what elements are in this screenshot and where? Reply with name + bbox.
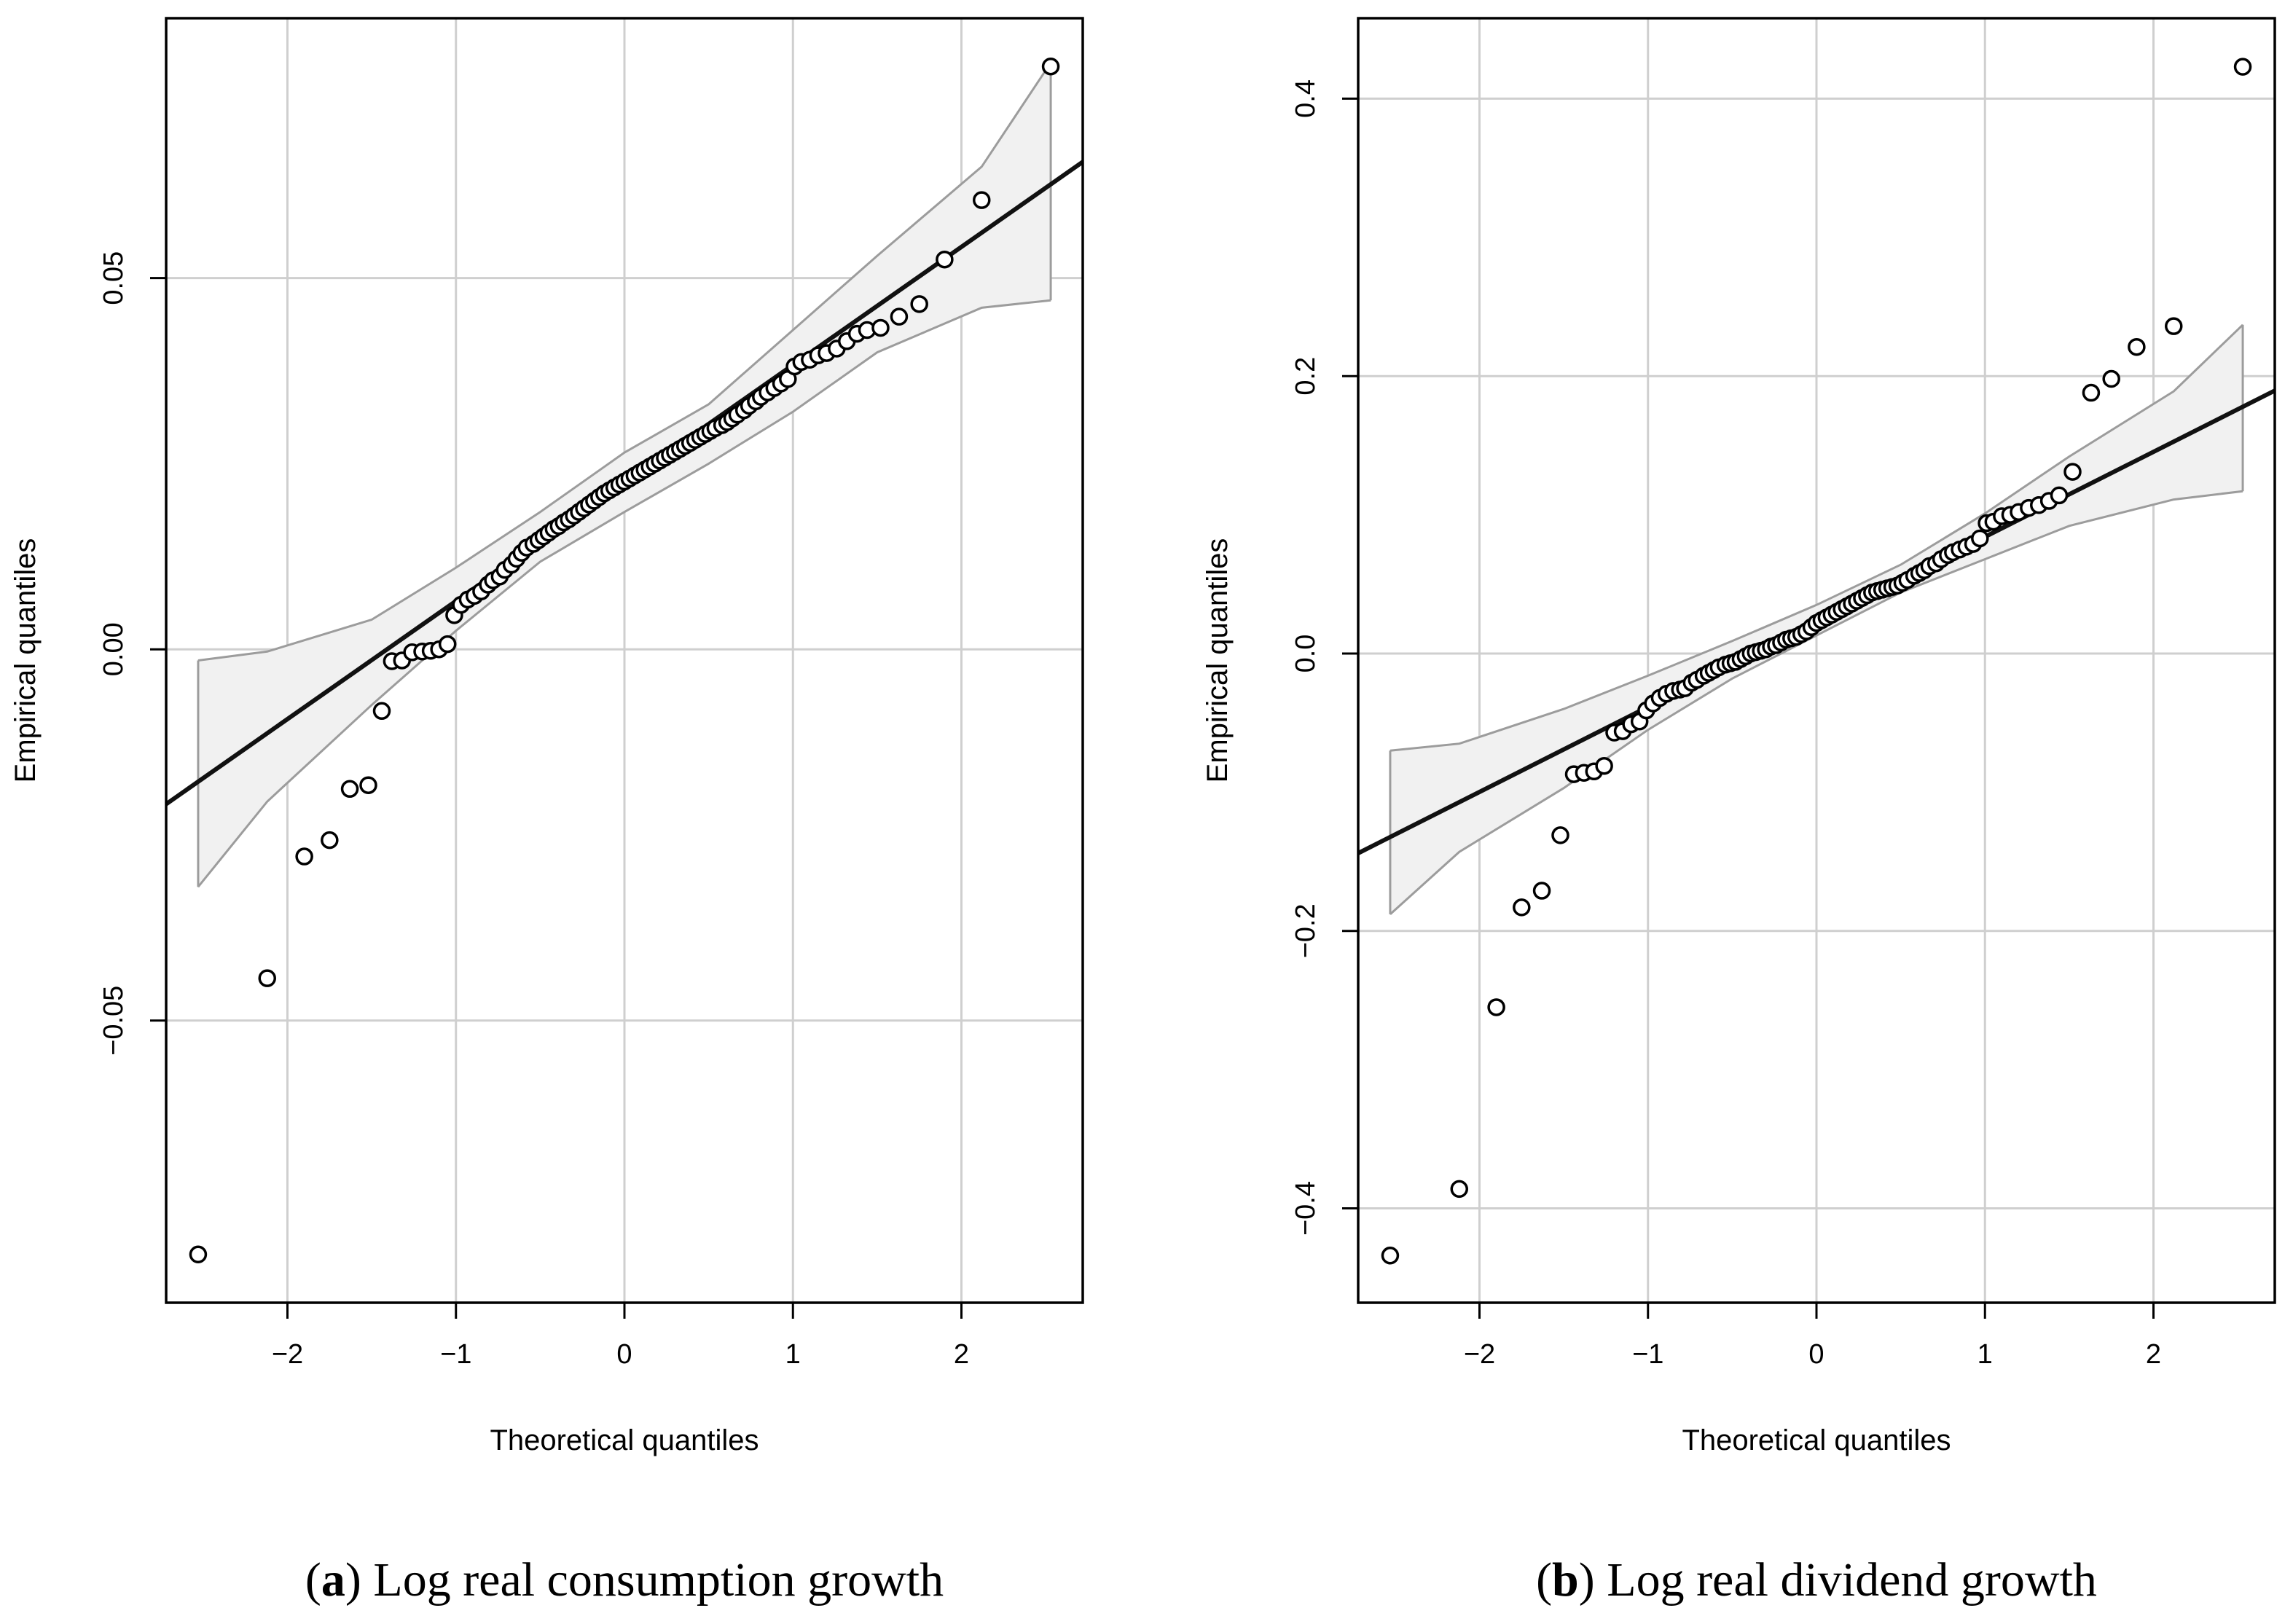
panel-dividend-growth: −2 −1 0 1 2 −0.4 −0.2 0.0 0.2 0.4 Theoretical qu… <box>1202 17 2276 1607</box>
y-tick-label: −0.2 <box>1290 903 1321 958</box>
x-tick-label: −1 <box>1632 1339 1663 1370</box>
y-tick-label: 0.00 <box>98 622 129 676</box>
data-point <box>2233 58 2252 76</box>
grid-lines <box>1358 18 2275 1303</box>
data-point <box>871 318 890 337</box>
y-tick-label: 0.0 <box>1290 635 1321 673</box>
data-point <box>340 780 359 799</box>
data-point <box>438 635 457 654</box>
data-point <box>1487 998 1505 1016</box>
data-point <box>2165 317 2183 335</box>
data-point <box>910 295 928 313</box>
data-point <box>321 831 339 850</box>
confidence-band-upper <box>1389 323 2244 752</box>
x-tick-label: 0 <box>616 1339 632 1370</box>
panel-caption: (b) Log real dividend growth <box>1536 1553 2097 1607</box>
confidence-band-upper <box>197 62 1052 662</box>
y-axis-label: Empirical quantiles <box>9 538 42 783</box>
x-tick-label: 2 <box>954 1339 969 1370</box>
x-axis-label: Theoretical quantiles <box>1682 1424 1951 1456</box>
y-tick-label: −0.05 <box>98 986 129 1056</box>
data-point <box>1532 882 1551 900</box>
data-point <box>2128 337 2146 356</box>
caption-letter: b <box>1552 1553 1579 1607</box>
data-point <box>372 702 391 721</box>
data-point <box>973 191 991 209</box>
x-tick-label: 2 <box>2146 1339 2161 1370</box>
data-point <box>1551 826 1569 844</box>
data-point <box>258 969 276 987</box>
panel-consumption-growth: −2 −1 0 1 2 −0.05 0.00 0.05 Theoretical quanti… <box>9 17 1084 1607</box>
data-point <box>2063 463 2082 481</box>
data-points <box>189 57 1060 1264</box>
x-tick-label: −1 <box>440 1339 471 1370</box>
y-tick-label: 0.2 <box>1290 357 1321 396</box>
confidence-band-lower <box>1389 490 2243 916</box>
caption-letter: a <box>321 1553 345 1607</box>
x-axis-ticks: −2 −1 0 1 2 <box>272 1303 969 1370</box>
x-tick-label: 1 <box>1978 1339 1993 1370</box>
data-point <box>359 776 377 794</box>
data-point <box>1595 756 1613 775</box>
y-axis-ticks: −0.4 −0.2 0.0 0.2 0.4 <box>1290 79 1358 1236</box>
y-tick-label: 0.4 <box>1290 79 1321 118</box>
confidence-band-lower <box>197 299 1051 888</box>
data-points <box>1381 58 2252 1265</box>
x-tick-label: −2 <box>1464 1339 1495 1370</box>
data-point <box>2050 486 2069 505</box>
data-point <box>1513 898 1531 917</box>
y-axis-label: Empirical quantiles <box>1202 538 1234 783</box>
x-tick-label: −2 <box>272 1339 303 1370</box>
y-tick-label: −0.4 <box>1290 1181 1321 1236</box>
data-point <box>936 250 954 269</box>
data-point <box>1450 1180 1468 1199</box>
x-axis-label: Theoretical quantiles <box>490 1424 759 1456</box>
data-point <box>2082 383 2101 402</box>
caption-text: Log real dividend growth <box>1607 1553 2097 1607</box>
caption-text: Log real consumption growth <box>373 1553 944 1607</box>
data-point <box>890 307 909 326</box>
y-axis-ticks: −0.05 0.00 0.05 <box>98 251 166 1056</box>
x-tick-label: 0 <box>1808 1339 1824 1370</box>
panel-caption: (a) Log real consumption growth <box>305 1553 944 1607</box>
y-tick-label: 0.05 <box>98 251 129 305</box>
data-point <box>1381 1247 1400 1265</box>
data-point <box>189 1245 208 1264</box>
data-point <box>2102 369 2120 388</box>
data-point <box>1041 57 1060 76</box>
data-point <box>295 847 313 866</box>
x-axis-ticks: −2 −1 0 1 2 <box>1464 1303 2161 1370</box>
x-tick-label: 1 <box>785 1339 801 1370</box>
data-point <box>1971 529 1989 548</box>
